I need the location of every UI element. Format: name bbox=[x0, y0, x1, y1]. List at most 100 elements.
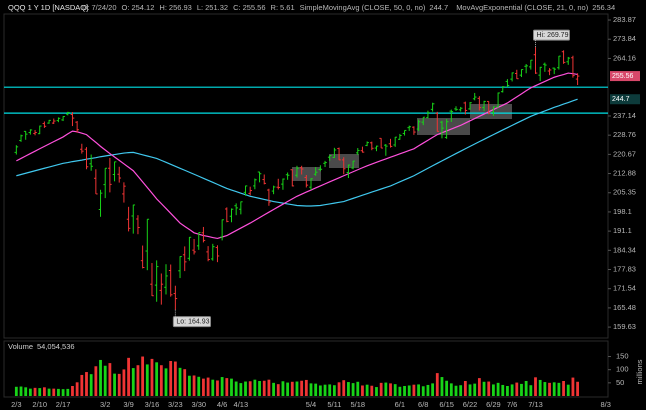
volume-bar bbox=[52, 388, 56, 396]
volume-bar bbox=[477, 378, 481, 396]
volume-bar bbox=[28, 388, 32, 396]
volume-bar bbox=[548, 382, 551, 396]
volume-bar bbox=[473, 383, 477, 396]
y-tick-label: 198.1 bbox=[613, 207, 632, 216]
volume-bar bbox=[230, 378, 233, 396]
volume-bar bbox=[216, 380, 219, 396]
study-value: 244.7 bbox=[429, 3, 448, 12]
volume-bar bbox=[80, 374, 84, 396]
volume-bar bbox=[314, 383, 318, 396]
volume-bar bbox=[206, 377, 210, 396]
price-tag: 255.56 bbox=[612, 73, 634, 80]
volume-bar bbox=[94, 366, 98, 396]
volume-bar bbox=[150, 358, 154, 396]
volume-bar bbox=[38, 388, 42, 396]
x-tick-label: 6/1 bbox=[395, 400, 405, 409]
volume-bar bbox=[159, 365, 163, 396]
study-value: 256.34 bbox=[592, 3, 615, 12]
volume-bar bbox=[543, 382, 547, 396]
volume-bar bbox=[66, 388, 70, 396]
volume-title: Volume bbox=[8, 342, 33, 351]
header-field-value: 255.56 bbox=[243, 3, 266, 12]
volume-bar bbox=[239, 383, 243, 396]
header-field-label: R: bbox=[271, 3, 279, 12]
volume-bar bbox=[384, 382, 388, 396]
volume-bar bbox=[576, 381, 579, 396]
y-tick-label: 184.34 bbox=[613, 245, 636, 254]
volume-bar bbox=[407, 385, 411, 396]
zone-box bbox=[470, 104, 512, 119]
volume-bar bbox=[187, 375, 191, 396]
volume-bar bbox=[211, 379, 215, 396]
volume-bar bbox=[487, 381, 491, 396]
header-field-value: 5.61 bbox=[280, 3, 295, 12]
volume-bar bbox=[103, 365, 107, 396]
volume-bar bbox=[524, 381, 528, 396]
x-tick-label: 7/13 bbox=[528, 400, 543, 409]
volume-bar bbox=[202, 378, 205, 396]
volume-bar bbox=[454, 385, 458, 396]
moving-average-line bbox=[16, 72, 578, 240]
volume-bar bbox=[57, 388, 60, 396]
volume-bar bbox=[286, 382, 290, 396]
x-tick-label: 2/17 bbox=[56, 400, 71, 409]
header-field-value: 7/24/20 bbox=[92, 3, 117, 12]
volume-y-tick-label: 150 bbox=[616, 352, 629, 361]
volume-bar bbox=[351, 383, 355, 396]
volume-bar bbox=[440, 377, 444, 396]
volume-bar bbox=[71, 386, 74, 396]
x-tick-label: 4/13 bbox=[234, 400, 249, 409]
volume-bar bbox=[75, 382, 79, 396]
volume-bar bbox=[99, 359, 102, 396]
volume-bar bbox=[468, 384, 472, 396]
zone-box bbox=[417, 118, 470, 135]
volume-bar bbox=[295, 381, 299, 396]
x-tick-label: 6/29 bbox=[486, 400, 501, 409]
header-field-label: H: bbox=[159, 3, 167, 12]
volume-unit: millions bbox=[635, 359, 644, 384]
volume-bar bbox=[571, 377, 575, 396]
volume-bar bbox=[492, 384, 495, 396]
y-tick-label: 228.76 bbox=[613, 130, 636, 139]
volume-bar bbox=[379, 382, 383, 396]
zone-box bbox=[292, 167, 321, 181]
volume-bar bbox=[529, 385, 533, 396]
note-box bbox=[533, 29, 570, 41]
volume-bar bbox=[393, 384, 397, 396]
study-name: SimpleMovingAvg (CLOSE, 50, 0, no) bbox=[300, 3, 426, 12]
note-label: Hi: bbox=[537, 32, 546, 39]
study-name: MovAvgExponential (CLOSE, 21, 0, no) bbox=[456, 3, 589, 12]
volume-bar bbox=[281, 381, 285, 396]
volume-bar bbox=[566, 384, 570, 396]
volume-bar bbox=[136, 365, 140, 396]
y-tick-label: 171.54 bbox=[613, 284, 636, 293]
volume-bar bbox=[431, 383, 435, 396]
volume-bar bbox=[501, 384, 505, 396]
volume-bar bbox=[141, 356, 145, 396]
volume-bar bbox=[412, 384, 416, 396]
price-tag-box bbox=[610, 71, 640, 82]
volume-bar bbox=[19, 386, 23, 396]
volume-bars bbox=[14, 356, 579, 396]
volume-bar bbox=[496, 382, 500, 396]
volume-bar bbox=[398, 386, 402, 396]
volume-bar bbox=[337, 382, 341, 396]
volume-pane bbox=[3, 340, 609, 398]
volume-bar bbox=[506, 386, 509, 396]
volume-bar bbox=[43, 387, 46, 396]
x-tick-label: 4/6 bbox=[217, 400, 227, 409]
y-tick-label: 273.84 bbox=[613, 34, 636, 43]
x-tick-label: 6/15 bbox=[439, 400, 454, 409]
volume-bar bbox=[248, 381, 252, 396]
y-tick-label: 283.87 bbox=[613, 15, 636, 24]
y-tick-label: 212.88 bbox=[613, 169, 636, 178]
volume-bar bbox=[417, 384, 420, 396]
volume-bar bbox=[145, 364, 149, 396]
x-tick-label: 2/10 bbox=[32, 400, 47, 409]
x-tick-label: 7/6 bbox=[507, 400, 517, 409]
volume-bar bbox=[459, 385, 463, 396]
volume-bar bbox=[421, 386, 425, 396]
header-field-label: D: bbox=[82, 3, 90, 12]
header-field-value: 251.32 bbox=[205, 3, 228, 12]
y-tick-label: 220.67 bbox=[613, 149, 636, 158]
